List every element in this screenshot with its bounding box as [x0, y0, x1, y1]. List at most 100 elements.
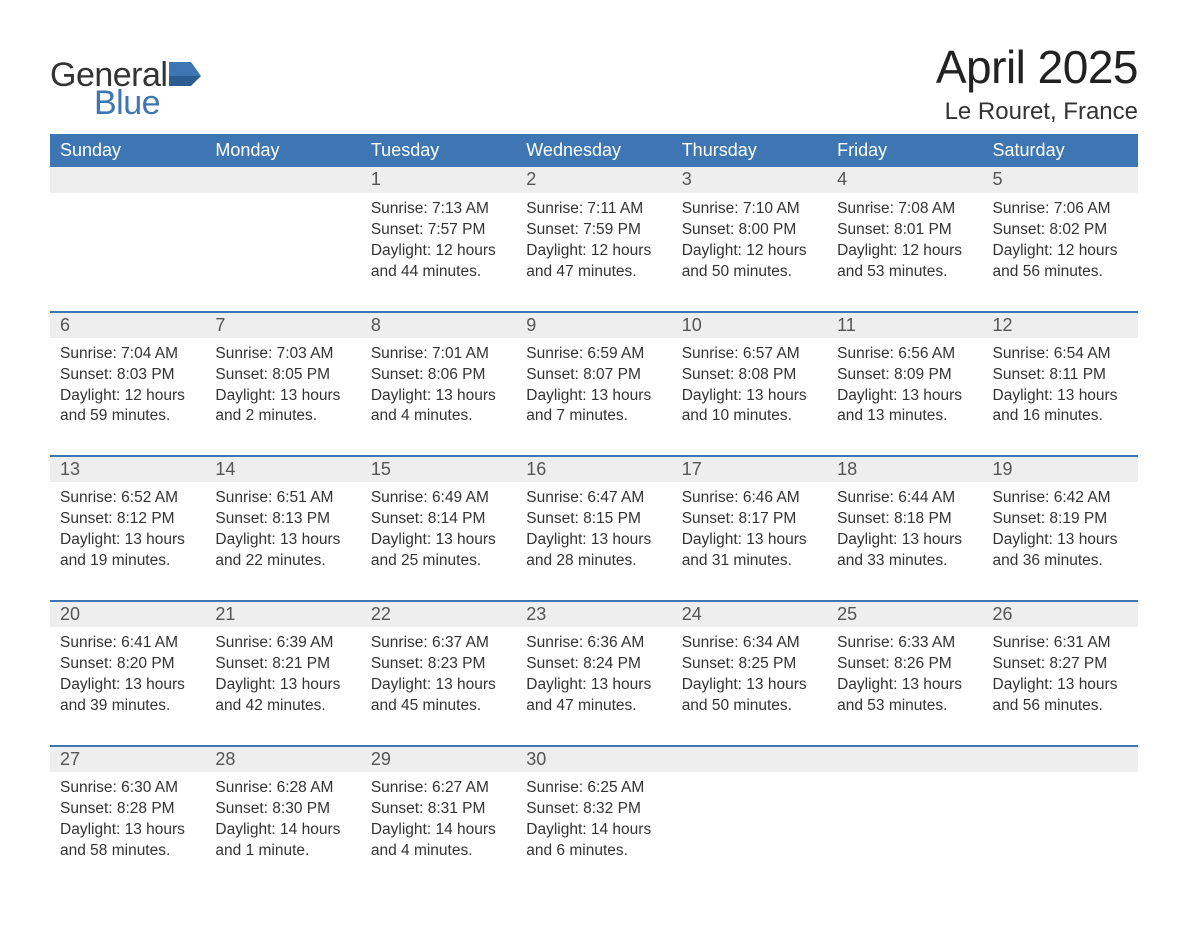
- daylight-text-line2: and 56 minutes.: [993, 696, 1128, 717]
- daylight-text-line1: Daylight: 12 hours: [993, 241, 1128, 262]
- day-cell: Sunrise: 6:25 AMSunset: 8:32 PMDaylight:…: [516, 772, 671, 890]
- sunset-text: Sunset: 8:19 PM: [993, 509, 1128, 530]
- sunrise-text: Sunrise: 6:34 AM: [682, 633, 817, 654]
- daylight-text-line1: Daylight: 13 hours: [371, 675, 506, 696]
- sunrise-text: Sunrise: 7:10 AM: [682, 199, 817, 220]
- sunrise-text: Sunrise: 6:56 AM: [837, 344, 972, 365]
- sunrise-text: Sunrise: 6:31 AM: [993, 633, 1128, 654]
- sunrise-text: Sunrise: 7:01 AM: [371, 344, 506, 365]
- day-number-row: 13141516171819: [50, 456, 1138, 482]
- sunrise-text: Sunrise: 7:03 AM: [215, 344, 350, 365]
- day-number: 17: [672, 456, 827, 482]
- sunrise-text: Sunrise: 6:39 AM: [215, 633, 350, 654]
- daylight-text-line2: and 36 minutes.: [993, 551, 1128, 572]
- top-bar: General Blue April 2025 Le Rouret, Franc…: [50, 40, 1138, 126]
- daylight-text-line1: Daylight: 12 hours: [682, 241, 817, 262]
- sunset-text: Sunset: 8:27 PM: [993, 654, 1128, 675]
- calendar-body: 12345Sunrise: 7:13 AMSunset: 7:57 PMDayl…: [50, 167, 1138, 889]
- daylight-text-line2: and 22 minutes.: [215, 551, 350, 572]
- sunrise-text: Sunrise: 6:52 AM: [60, 488, 195, 509]
- day-number: 27: [50, 746, 205, 772]
- day-cell: Sunrise: 6:41 AMSunset: 8:20 PMDaylight:…: [50, 627, 205, 746]
- day-cell: [983, 772, 1138, 890]
- day-number: 5: [983, 167, 1138, 193]
- day-number: 23: [516, 601, 671, 627]
- daylight-text-line2: and 47 minutes.: [526, 262, 661, 283]
- sunset-text: Sunset: 8:11 PM: [993, 365, 1128, 386]
- daylight-text-line1: Daylight: 13 hours: [215, 386, 350, 407]
- sunrise-text: Sunrise: 6:41 AM: [60, 633, 195, 654]
- logo-word-blue: Blue: [94, 86, 201, 120]
- daylight-text-line1: Daylight: 13 hours: [371, 386, 506, 407]
- day-cell: Sunrise: 6:57 AMSunset: 8:08 PMDaylight:…: [672, 338, 827, 457]
- daylight-text-line1: Daylight: 13 hours: [60, 820, 195, 841]
- daylight-text-line2: and 39 minutes.: [60, 696, 195, 717]
- daylight-text-line1: Daylight: 13 hours: [993, 530, 1128, 551]
- sunrise-text: Sunrise: 6:37 AM: [371, 633, 506, 654]
- daylight-text-line1: Daylight: 13 hours: [993, 386, 1128, 407]
- daylight-text-line1: Daylight: 12 hours: [60, 386, 195, 407]
- day-cell: Sunrise: 7:03 AMSunset: 8:05 PMDaylight:…: [205, 338, 360, 457]
- day-cell: Sunrise: 6:30 AMSunset: 8:28 PMDaylight:…: [50, 772, 205, 890]
- sunset-text: Sunset: 7:59 PM: [526, 220, 661, 241]
- daylight-text-line2: and 59 minutes.: [60, 406, 195, 427]
- day-cell: Sunrise: 7:06 AMSunset: 8:02 PMDaylight:…: [983, 193, 1138, 312]
- sunrise-text: Sunrise: 6:33 AM: [837, 633, 972, 654]
- day-cell: Sunrise: 7:13 AMSunset: 7:57 PMDaylight:…: [361, 193, 516, 312]
- day-cell: Sunrise: 6:39 AMSunset: 8:21 PMDaylight:…: [205, 627, 360, 746]
- day-cell: Sunrise: 7:11 AMSunset: 7:59 PMDaylight:…: [516, 193, 671, 312]
- day-cell: [205, 193, 360, 312]
- sunset-text: Sunset: 8:32 PM: [526, 799, 661, 820]
- sunrise-text: Sunrise: 6:54 AM: [993, 344, 1128, 365]
- day-number-row: 6789101112: [50, 312, 1138, 338]
- page-subtitle: Le Rouret, France: [936, 98, 1138, 126]
- daylight-text-line1: Daylight: 13 hours: [371, 530, 506, 551]
- day-number: 19: [983, 456, 1138, 482]
- calendar-page: General Blue April 2025 Le Rouret, Franc…: [0, 0, 1188, 929]
- day-cell: Sunrise: 6:31 AMSunset: 8:27 PMDaylight:…: [983, 627, 1138, 746]
- sunrise-text: Sunrise: 6:27 AM: [371, 778, 506, 799]
- day-number-row: 27282930: [50, 746, 1138, 772]
- daylight-text-line1: Daylight: 13 hours: [993, 675, 1128, 696]
- daylight-text-line1: Daylight: 13 hours: [60, 675, 195, 696]
- sunrise-text: Sunrise: 6:59 AM: [526, 344, 661, 365]
- day-number-row: 20212223242526: [50, 601, 1138, 627]
- daylight-text-line2: and 6 minutes.: [526, 841, 661, 862]
- sunset-text: Sunset: 8:05 PM: [215, 365, 350, 386]
- daylight-text-line1: Daylight: 12 hours: [371, 241, 506, 262]
- day-cell: Sunrise: 6:47 AMSunset: 8:15 PMDaylight:…: [516, 482, 671, 601]
- weekday-header: Thursday: [672, 134, 827, 167]
- sunset-text: Sunset: 8:12 PM: [60, 509, 195, 530]
- day-info-row: Sunrise: 6:52 AMSunset: 8:12 PMDaylight:…: [50, 482, 1138, 601]
- sunset-text: Sunset: 8:26 PM: [837, 654, 972, 675]
- sunset-text: Sunset: 8:18 PM: [837, 509, 972, 530]
- day-number: 25: [827, 601, 982, 627]
- sunrise-text: Sunrise: 7:04 AM: [60, 344, 195, 365]
- day-number: 26: [983, 601, 1138, 627]
- day-number: 16: [516, 456, 671, 482]
- day-cell: Sunrise: 6:44 AMSunset: 8:18 PMDaylight:…: [827, 482, 982, 601]
- sunset-text: Sunset: 8:14 PM: [371, 509, 506, 530]
- daylight-text-line2: and 28 minutes.: [526, 551, 661, 572]
- brand-logo: General Blue: [50, 58, 201, 120]
- day-info-row: Sunrise: 7:04 AMSunset: 8:03 PMDaylight:…: [50, 338, 1138, 457]
- day-number: 12: [983, 312, 1138, 338]
- daylight-text-line2: and 33 minutes.: [837, 551, 972, 572]
- day-number: 22: [361, 601, 516, 627]
- daylight-text-line1: Daylight: 13 hours: [682, 675, 817, 696]
- daylight-text-line1: Daylight: 13 hours: [837, 386, 972, 407]
- daylight-text-line2: and 56 minutes.: [993, 262, 1128, 283]
- sunrise-text: Sunrise: 7:08 AM: [837, 199, 972, 220]
- sunrise-text: Sunrise: 6:44 AM: [837, 488, 972, 509]
- day-number: [827, 746, 982, 772]
- day-number: 24: [672, 601, 827, 627]
- day-cell: [672, 772, 827, 890]
- day-cell: Sunrise: 6:28 AMSunset: 8:30 PMDaylight:…: [205, 772, 360, 890]
- sunrise-text: Sunrise: 6:51 AM: [215, 488, 350, 509]
- sunset-text: Sunset: 8:15 PM: [526, 509, 661, 530]
- day-cell: Sunrise: 6:59 AMSunset: 8:07 PMDaylight:…: [516, 338, 671, 457]
- day-number: 10: [672, 312, 827, 338]
- weekday-header-row: Sunday Monday Tuesday Wednesday Thursday…: [50, 134, 1138, 167]
- day-cell: Sunrise: 6:34 AMSunset: 8:25 PMDaylight:…: [672, 627, 827, 746]
- daylight-text-line1: Daylight: 13 hours: [60, 530, 195, 551]
